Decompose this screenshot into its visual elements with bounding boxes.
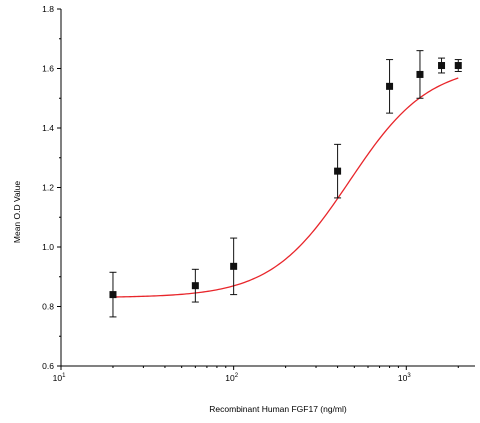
- fit-curve-layer: [112, 77, 459, 298]
- square-marker: [191, 282, 199, 290]
- data-point: [416, 50, 424, 99]
- y-tick-label: 1.6: [42, 64, 54, 74]
- y-tick-label: 1.8: [42, 4, 54, 14]
- x-tick-label: 101: [53, 373, 66, 383]
- square-marker: [334, 167, 342, 175]
- y-tick-label: 1.0: [42, 242, 54, 252]
- square-marker: [438, 62, 446, 70]
- square-marker: [230, 262, 238, 270]
- y-tick-label: 1.2: [42, 183, 54, 193]
- fit-curve: [112, 77, 459, 298]
- data-point: [230, 237, 238, 296]
- data-point: [191, 268, 199, 303]
- square-marker: [109, 291, 117, 299]
- square-marker: [386, 82, 394, 90]
- data-point: [454, 59, 462, 72]
- x-axis: 101 102 103: [53, 365, 475, 383]
- y-tick-label: 0.6: [42, 361, 54, 371]
- square-marker: [454, 62, 462, 70]
- y-axis: 0.6 0.8 1.0 1.2 1.4 1.6 1.8: [42, 4, 62, 371]
- x-tick-label: 103: [398, 373, 411, 383]
- x-tick-label: 102: [225, 373, 238, 383]
- y-tick-label: 0.8: [42, 302, 54, 312]
- y-tick-label: 1.4: [42, 123, 54, 133]
- data-point: [386, 59, 394, 114]
- data-point: [334, 143, 342, 199]
- x-axis-label: Recombinant Human FGF17 (ng/ml): [209, 404, 347, 414]
- data-points-layer: [109, 50, 462, 318]
- square-marker: [416, 70, 424, 78]
- data-point: [109, 271, 117, 318]
- y-axis-label: Mean O.D Value: [12, 181, 22, 243]
- data-point: [438, 57, 446, 74]
